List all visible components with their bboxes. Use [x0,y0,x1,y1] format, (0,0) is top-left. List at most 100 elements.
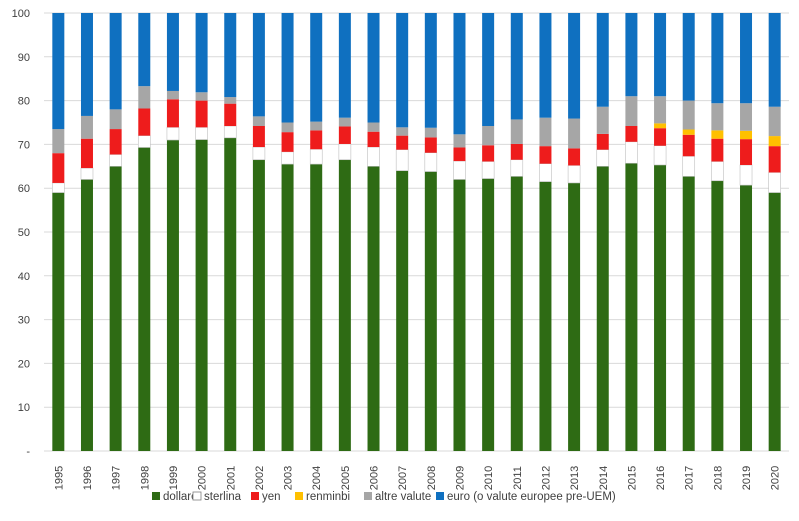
bar-segment-euro-2009 [453,13,466,135]
bar-segment-dollaro-2018 [711,180,724,451]
x-tick-label: 2015 [626,466,638,490]
x-tick-label: 2013 [569,466,581,490]
bar-segment-altre-2002 [252,116,265,127]
bar-segment-dollaro-2012 [539,181,552,451]
bar-segment-euro-2002 [252,13,265,117]
bar-segment-dollaro-1995 [52,192,65,451]
x-tick-label: 2003 [283,466,295,490]
x-tick-label: 1996 [82,466,94,490]
legend-swatch [251,492,259,500]
bar-segment-dollaro-1997 [109,166,122,452]
bar-segment-renminbi-2016 [654,123,667,129]
x-tick-label: 2007 [397,466,409,490]
bar-segment-dollaro-2019 [740,185,753,451]
bar-segment-yen-2013 [568,148,581,166]
bar-segment-altre-2015 [625,96,638,127]
bar-segment-altre-2012 [539,117,552,147]
bar-segment-euro-2006 [367,13,380,123]
bar-segment-yen-2002 [252,126,265,148]
bar-segment-yen-1999 [166,99,179,128]
y-tick-label: 80 [18,96,30,108]
bar-segment-altre-2003 [281,122,294,133]
bar-segment-sterlina-2007 [395,149,409,171]
bar-segment-dollaro-2009 [453,179,466,451]
bar-segment-sterlina-1999 [166,127,180,141]
bar-segment-dollaro-2016 [654,164,667,451]
y-tick-label: 100 [12,8,30,20]
bar-segment-euro-2015 [625,13,638,97]
x-tick-label: 2004 [311,466,323,490]
bar-segment-euro-2016 [654,13,667,97]
x-tick-label: 2000 [197,466,209,490]
bar-segment-yen-2006 [367,131,380,148]
y-tick-label: - [26,446,30,458]
bar-segment-euro-2013 [568,13,581,119]
bar-segment-sterlina-2018 [711,161,724,182]
x-tick-label: 2009 [454,466,466,490]
bar-segment-euro-2010 [482,13,495,127]
bar-segment-dollaro-2004 [310,164,323,452]
bar-segment-yen-2012 [539,146,552,164]
legend-label: renminbi [306,491,350,503]
bar-segment-yen-2019 [740,139,753,165]
bar-segment-sterlina-2010 [481,161,495,179]
bar-segment-sterlina-2013 [567,165,581,184]
legend-swatch [364,492,372,500]
x-tick-label: 2019 [741,466,753,490]
legend-label: altre valute [375,491,431,503]
bar-segment-yen-2018 [711,138,724,162]
bar-segment-dollaro-2007 [396,170,409,451]
bar-segment-sterlina-2015 [625,141,638,164]
bar-segment-sterlina-2017 [682,155,696,177]
y-tick-label: 10 [18,402,30,414]
legend-swatch [436,492,444,500]
x-tick-label: 2010 [483,466,495,490]
x-tick-label: 2018 [712,466,724,490]
bar-segment-yen-2015 [625,126,638,142]
x-tick-label: 2008 [426,466,438,490]
bar-segment-altre-2013 [568,118,581,149]
bar-segment-euro-2001 [224,13,237,98]
bar-segment-dollaro-2001 [224,137,237,451]
bar-segment-euro-2005 [338,13,351,118]
bar-segment-altre-2001 [224,97,237,104]
bar-segment-altre-2006 [367,122,380,132]
bar-segment-altre-2020 [768,106,781,137]
bar-segment-yen-2004 [310,130,323,150]
y-tick-label: 90 [18,52,30,64]
bar-segment-dollaro-1999 [166,140,179,451]
x-tick-label: 1995 [53,466,65,490]
bar-segment-altre-1996 [80,115,93,139]
bar-segment-altre-1999 [166,90,179,100]
bar-segment-yen-2008 [424,137,437,153]
x-tick-label: 1999 [168,466,180,490]
bar-segment-sterlina-2016 [653,145,667,166]
bar-segment-euro-2004 [310,13,323,122]
x-tick-label: 2011 [512,466,524,490]
bar-segment-euro-2011 [510,13,523,120]
bar-segment-euro-2017 [682,13,695,101]
bar-segment-yen-2010 [482,145,495,162]
bar-segment-yen-2005 [338,126,351,144]
bar-segment-dollaro-2008 [424,171,437,451]
bar-segment-sterlina-2005 [338,143,352,161]
bar-segment-dollaro-2010 [482,178,495,451]
bar-segment-altre-2011 [510,119,523,144]
bar-segment-euro-2020 [768,13,781,107]
bar-segment-euro-2014 [596,13,609,107]
bar-segment-sterlina-2014 [596,149,610,167]
bar-segment-yen-2001 [224,103,237,127]
bar-segment-dollaro-2006 [367,166,380,452]
y-tick-label: 50 [18,227,30,239]
bar-segment-sterlina-1998 [137,135,151,148]
bar-segment-altre-2004 [310,121,323,131]
bar-segment-altre-2007 [396,127,409,136]
bar-segment-sterlina-2006 [367,146,380,167]
bar-segment-euro-1998 [138,13,151,87]
legend-label: sterlina [204,491,242,503]
bar-segment-euro-1996 [80,13,93,116]
y-tick-label: 70 [18,139,30,151]
bar-segment-sterlina-2002 [252,146,266,161]
